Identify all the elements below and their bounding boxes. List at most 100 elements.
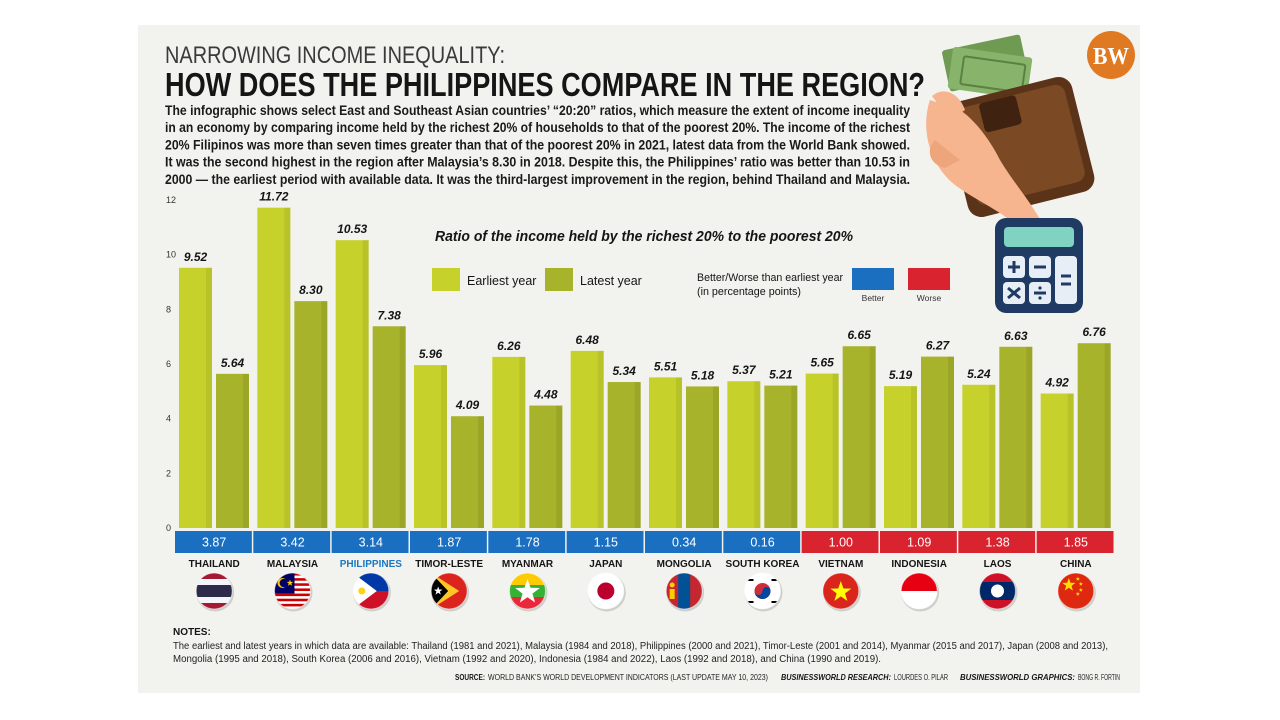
flag-highlight (274, 572, 311, 610)
x-tick-label: VIETNAM (818, 559, 863, 570)
description-line: 2000 — the earliest period with availabl… (165, 172, 910, 187)
source-text: WORLD BANK'S WORLD DEVELOPMENT INDICATOR… (488, 673, 768, 682)
x-tick-label: LAOS (984, 559, 1012, 570)
source-label: SOURCE: (455, 673, 485, 682)
change-label: 1.09 (907, 536, 931, 550)
change-cell (645, 531, 722, 553)
flag-highlight (665, 572, 703, 610)
value-label: 6.63 (1004, 329, 1028, 343)
x-tick-label: CHINA (1060, 559, 1092, 570)
y-tick-label: 12 (166, 195, 176, 205)
bar-shade (1026, 346, 1033, 528)
value-label: 8.30 (299, 283, 323, 297)
bar (529, 405, 563, 528)
change-label: 0.16 (750, 536, 774, 550)
bar-shade (948, 356, 954, 528)
flag (430, 572, 468, 610)
bar (451, 416, 484, 528)
bar-shade (441, 365, 447, 528)
y-tick-label: 4 (166, 414, 171, 424)
value-label: 6.48 (575, 333, 599, 347)
bar (294, 301, 328, 528)
flag-part (754, 587, 771, 599)
change-cell (410, 531, 487, 553)
change-cell (958, 531, 1036, 553)
flag-part (515, 579, 540, 603)
x-tick-label: SOUTH KOREA (726, 559, 800, 570)
description-line: 20% Filipinos was more than seven times … (165, 137, 910, 152)
change-label: 3.42 (280, 536, 304, 550)
decoration (979, 95, 1022, 133)
flag-part (358, 587, 366, 595)
flag-face (979, 573, 1016, 609)
flag-part (1075, 591, 1080, 596)
decoration (1038, 296, 1042, 300)
change-cell (566, 531, 644, 553)
value-label: 6.27 (926, 339, 951, 353)
bar-shade (206, 267, 212, 528)
flag-face (666, 573, 703, 609)
x-tick-label: INDONESIA (891, 559, 947, 570)
flag (352, 572, 390, 610)
decoration (1055, 256, 1077, 304)
flag-part (747, 579, 754, 581)
decoration (1004, 227, 1074, 247)
bar (921, 356, 954, 528)
notes-title: NOTES: (173, 627, 211, 638)
bar (884, 386, 917, 528)
change-label: 1.87 (437, 536, 461, 550)
bar (607, 382, 641, 528)
bar-shade (556, 405, 563, 528)
value-label: 11.72 (259, 190, 288, 204)
flag (744, 572, 781, 610)
x-tick-label: MALAYSIA (267, 559, 318, 570)
flag-part (279, 578, 289, 588)
change-legend-swatch (908, 268, 950, 290)
flag-part (286, 579, 294, 586)
change-legend-unit: (in percentage points) (697, 286, 801, 298)
notes-line: Mongolia (1995 and 2018), South Korea (2… (173, 654, 881, 665)
flag-face (587, 573, 624, 609)
bar (216, 373, 249, 528)
flag-face (196, 573, 233, 609)
value-label: 5.37 (732, 363, 757, 377)
value-label: 5.64 (221, 356, 245, 370)
value-label: 6.76 (1082, 325, 1106, 339)
flag (822, 572, 860, 610)
flag-part (830, 581, 852, 601)
value-label: 4.09 (455, 398, 480, 412)
notes-line: The earliest and latest years in which d… (173, 641, 1108, 652)
flag-part (1078, 587, 1083, 592)
change-legend-swatch (852, 268, 894, 290)
bar-shade (362, 240, 369, 528)
change-cell (1036, 531, 1114, 553)
bar-shade (243, 373, 249, 528)
flag-part (1057, 573, 1094, 609)
bar-shade (754, 381, 761, 528)
change-legend-label: Better (862, 293, 885, 303)
flag-face (901, 573, 938, 609)
bar (414, 365, 447, 528)
flag-highlight (430, 572, 468, 610)
bar (962, 384, 996, 528)
x-tick-label: THAILAND (189, 559, 240, 570)
flag-highlight (352, 572, 390, 610)
change-cell (488, 531, 566, 553)
change-cell (253, 531, 331, 553)
flag-part (1078, 581, 1083, 586)
flag-face (431, 573, 468, 609)
chart-subtitle: Ratio of the income held by the richest … (435, 228, 853, 245)
flag (587, 572, 625, 610)
change-cell (175, 531, 252, 553)
decoration (1007, 261, 1071, 300)
x-tick-label: JAPAN (589, 559, 622, 570)
flag-part (597, 582, 615, 600)
flag-part (1075, 576, 1080, 581)
decoration (932, 91, 965, 120)
y-tick-label: 8 (166, 304, 171, 314)
flag-highlight (744, 572, 781, 610)
chart-title: HOW DOES THE PHILIPPINES COMPARE IN THE … (165, 66, 925, 103)
flag (509, 572, 546, 610)
flag-highlight (900, 572, 938, 610)
